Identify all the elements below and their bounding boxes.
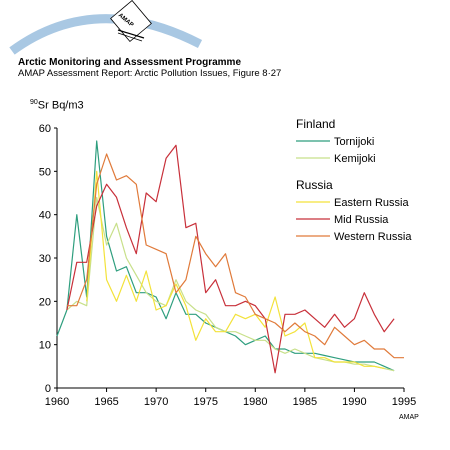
header-arc (9, 14, 203, 55)
y-tick-label: 10 (39, 340, 51, 352)
legend-group-title: Finland (296, 117, 335, 131)
y-tick-label: 0 (45, 383, 51, 395)
x-tick-label: 1995 (392, 396, 416, 408)
y-tick-label: 40 (39, 210, 51, 222)
y-tick-label: 50 (39, 166, 51, 178)
y-tick-label: 20 (39, 296, 51, 308)
legend-group-title: Russia (296, 178, 333, 192)
y-axis-label-superscript: 90 (30, 99, 38, 106)
page-title: Arctic Monitoring and Assessment Program… (18, 57, 242, 68)
series-line (66, 153, 404, 359)
x-tick-label: 1970 (144, 396, 168, 408)
y-axis-label: 90Sr Bq/m3 (30, 99, 84, 112)
y-tick-label: 60 (39, 123, 51, 135)
series-line (86, 170, 385, 370)
footer-credit: AMAP (399, 414, 419, 421)
legend-label: Mid Russia (334, 214, 389, 226)
y-axis-label-text: Sr Bq/m3 (37, 99, 84, 112)
x-tick-label: 1965 (94, 396, 118, 408)
chart-ticks: 0 10 20 30 40 50 60 1960 1965 1970 1975 1980 1985 199… (39, 123, 416, 408)
legend-label: Tornijoki (334, 136, 374, 148)
x-tick-label: 1990 (342, 396, 366, 408)
legend-label: Eastern Russia (334, 197, 409, 209)
amap-logo-icon: AMAP (110, 0, 152, 43)
page-subtitle: AMAP Assessment Report: Arctic Pollution… (18, 68, 282, 79)
x-tick-label: 1980 (243, 396, 267, 408)
x-tick-label: 1985 (293, 396, 317, 408)
x-tick-label: 1975 (193, 396, 217, 408)
chart-axes (56, 128, 404, 389)
legend-label: Kemijoki (334, 153, 376, 165)
y-tick-label: 30 (39, 253, 51, 265)
series-line (66, 144, 395, 374)
chart-series (56, 140, 404, 374)
legend-label: Western Russia (334, 231, 412, 243)
x-tick-label: 1960 (45, 396, 69, 408)
